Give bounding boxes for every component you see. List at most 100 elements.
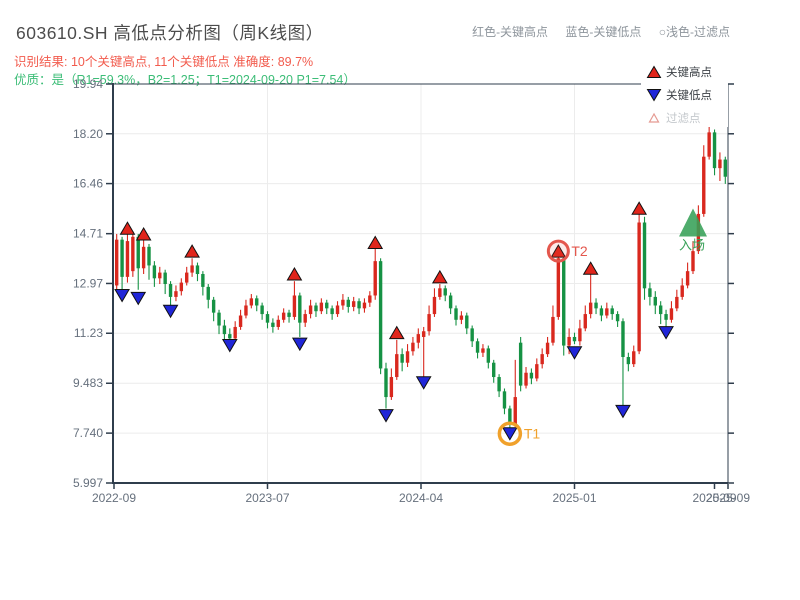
- candle-up: [605, 308, 609, 316]
- candle-up: [551, 316, 555, 343]
- candle-up: [335, 305, 340, 315]
- key-low-marker: [130, 291, 147, 306]
- candle-up: [685, 271, 690, 286]
- candle-down: [594, 302, 598, 309]
- candle-down: [163, 272, 167, 285]
- header-legend-blue: 蓝色-关键低点: [565, 25, 642, 39]
- candle-up: [637, 222, 641, 352]
- page-title: 603610.SH 高低点分析图（周K线图）: [16, 23, 324, 43]
- header-legend-red: 红色-关键高点: [472, 25, 549, 39]
- key-high-marker: [184, 244, 200, 258]
- candle-up: [368, 295, 372, 303]
- candle-up: [373, 261, 377, 296]
- candle-down: [475, 341, 480, 353]
- candle-down: [502, 391, 507, 409]
- candle-up: [141, 246, 146, 269]
- candle-up: [405, 351, 410, 363]
- candle-down: [260, 305, 264, 315]
- t2-circle: [546, 239, 570, 263]
- candle-up: [244, 305, 248, 316]
- candle-up: [190, 265, 194, 273]
- legend-item-label: 关键高点: [666, 65, 712, 79]
- candle-up: [416, 334, 421, 343]
- y-axis-label: 18.20: [73, 127, 103, 141]
- candle-down: [599, 308, 604, 316]
- candle-up: [114, 239, 119, 286]
- candle-up: [702, 156, 706, 214]
- candle-down: [357, 301, 361, 309]
- header-legend: 红色-关键高点 蓝色-关键低点 ○浅色-过滤点: [458, 23, 730, 40]
- legend-key-low-icon: [646, 89, 662, 102]
- candle-up: [707, 132, 711, 157]
- x-axis-label: 2023-07: [245, 491, 289, 505]
- key-low-marker: [615, 404, 631, 419]
- y-axis-label: 5.997: [73, 476, 103, 490]
- candle-up: [588, 302, 593, 315]
- key-low-marker: [501, 427, 518, 441]
- entry-marker: [678, 208, 707, 237]
- candle-down: [518, 342, 523, 386]
- candle-up: [427, 314, 431, 332]
- candle-up: [421, 331, 426, 337]
- key-high-marker: [431, 269, 448, 284]
- candle-up: [233, 326, 237, 339]
- legend-filtered-icon: [648, 112, 660, 123]
- candle-up: [524, 372, 528, 386]
- y-axis-label: 16.46: [73, 177, 103, 191]
- legend-item-label: 关键低点: [666, 88, 712, 102]
- candle-down: [642, 222, 647, 289]
- candle-down: [454, 308, 458, 320]
- candle-up: [125, 241, 130, 277]
- x-axis-label: 2024-04: [399, 491, 443, 505]
- candle-down: [465, 315, 469, 329]
- candle-down: [152, 265, 157, 279]
- y-axis-label: 7.740: [73, 426, 103, 440]
- key-high-marker: [631, 201, 648, 215]
- recognition-result-text: 识别结果: 10个关键高点, 11个关键低点 准确度: 89.7%: [14, 55, 314, 69]
- candle-down: [615, 314, 620, 322]
- candle-down: [346, 299, 350, 307]
- candle-down: [712, 132, 717, 169]
- candle-up: [578, 328, 582, 342]
- candle-down: [314, 305, 318, 312]
- candle-up: [669, 308, 674, 320]
- candle-down: [120, 239, 124, 277]
- candle-down: [443, 288, 447, 296]
- candle-down: [572, 336, 577, 342]
- key-low-marker: [415, 376, 432, 390]
- candle-up: [513, 397, 517, 425]
- candle-up: [185, 272, 189, 283]
- candle-up: [583, 314, 587, 329]
- x-axis-label: 2022-09: [92, 491, 136, 505]
- candle-down: [168, 284, 173, 297]
- candle-up: [432, 296, 437, 315]
- candle-down: [664, 314, 668, 320]
- candle-down: [448, 295, 453, 309]
- candle-down: [195, 265, 200, 275]
- key-high-marker: [388, 325, 405, 340]
- candle-up: [249, 298, 254, 306]
- candle-down: [217, 312, 221, 326]
- header-legend-filtered: ○浅色-过滤点: [658, 25, 730, 39]
- candle-up: [395, 354, 399, 378]
- legend-item-label: 过滤点: [666, 112, 701, 125]
- key-high-marker: [135, 226, 152, 241]
- candle-up: [691, 251, 695, 272]
- candle-up: [308, 305, 313, 315]
- candle-up: [632, 351, 636, 365]
- candle-down: [626, 357, 631, 365]
- candle-down: [222, 325, 227, 335]
- candle-down: [228, 334, 232, 339]
- key-low-marker: [566, 346, 583, 360]
- key-low-marker: [162, 304, 179, 319]
- candle-down: [400, 354, 404, 363]
- candle-up: [292, 295, 297, 317]
- key-high-marker: [119, 221, 136, 235]
- candle-up: [675, 296, 679, 309]
- candle-down: [653, 296, 657, 306]
- candle-up: [238, 315, 243, 327]
- candle-down: [255, 298, 259, 306]
- candle-up: [535, 364, 539, 379]
- entry-label: 入场: [679, 238, 705, 253]
